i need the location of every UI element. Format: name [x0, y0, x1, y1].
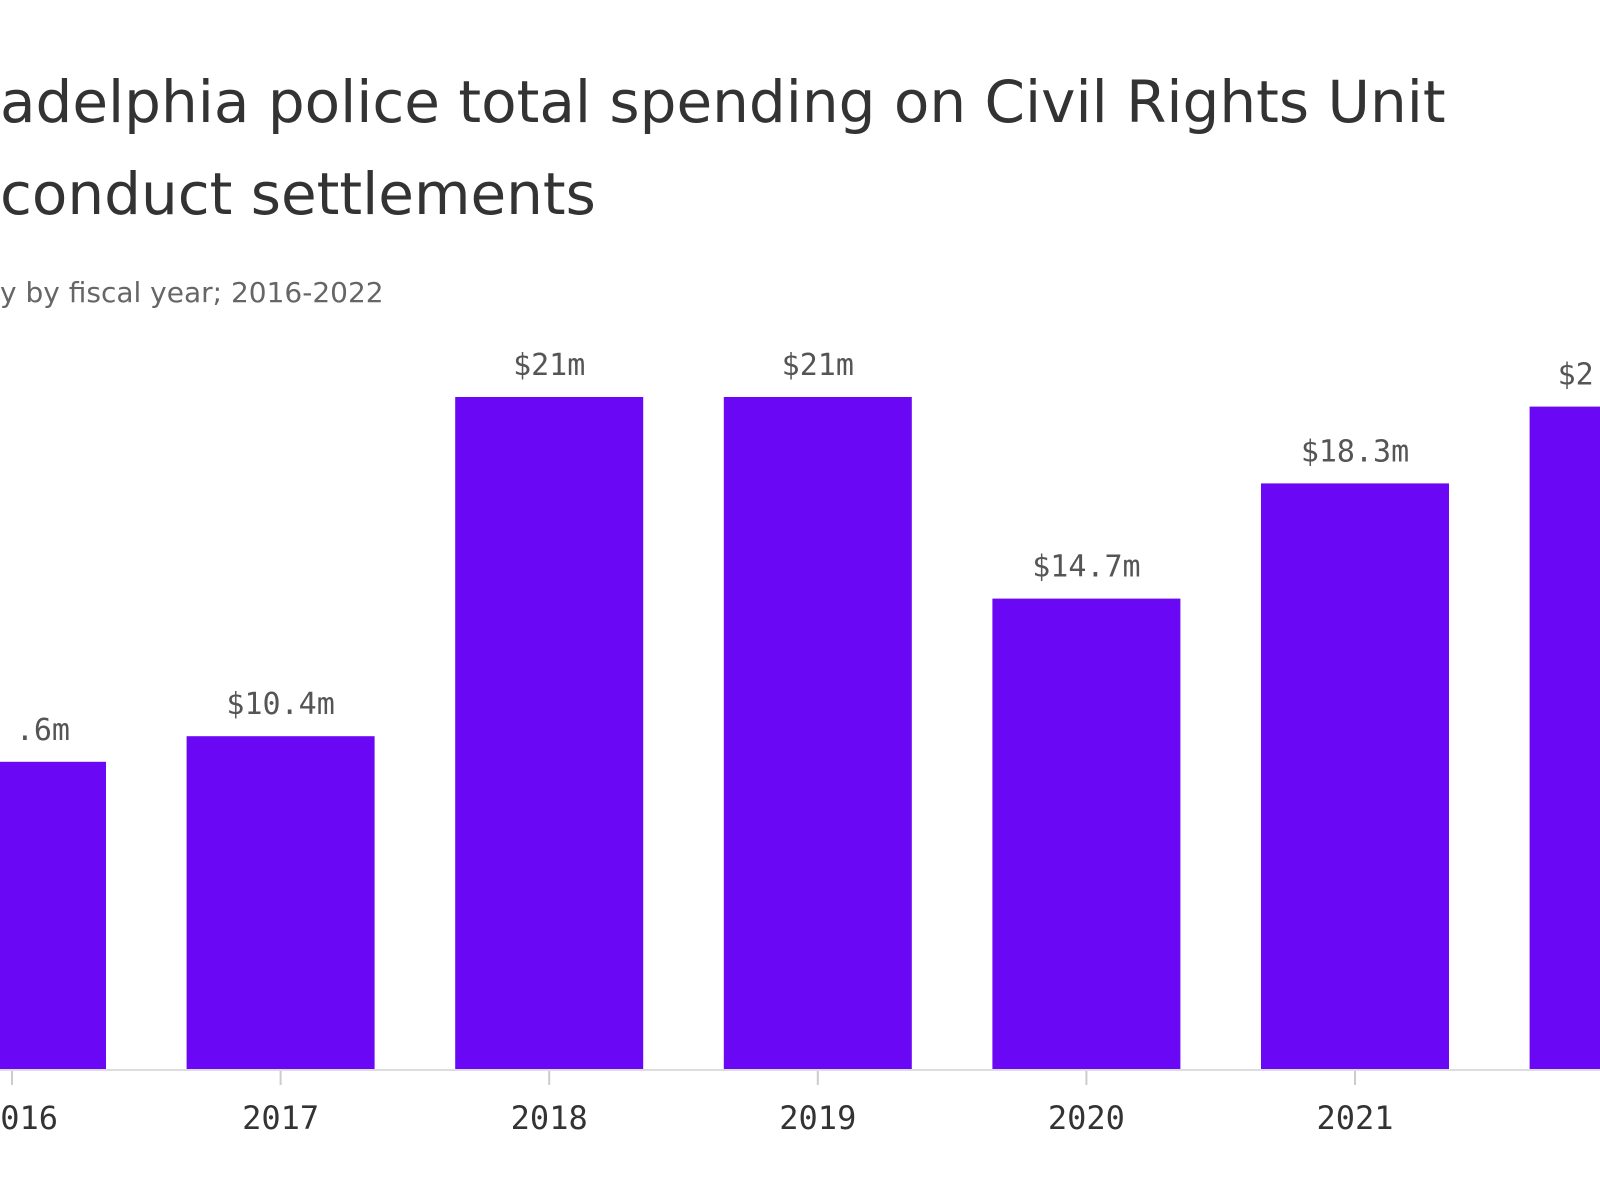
chart-title: adelphia police total spending on Civil …: [0, 68, 1446, 136]
bar: [0, 761, 106, 1069]
x-tick-label: 016: [0, 1099, 58, 1137]
value-label: $14.7m: [1032, 550, 1140, 585]
value-label: .6m: [16, 713, 70, 748]
x-tick-label: 2021: [1316, 1099, 1393, 1137]
value-label: $18.3m: [1301, 434, 1409, 469]
bar: [1529, 406, 1600, 1070]
value-label: $21m: [782, 348, 854, 383]
bar: [992, 598, 1181, 1069]
value-label: $2: [1558, 358, 1594, 393]
chart-subtitle: y by fiscal year; 2016-2022: [0, 276, 384, 309]
value-label: $21m: [513, 348, 585, 383]
x-tick-label: 2020: [1048, 1099, 1125, 1137]
bar: [455, 397, 644, 1069]
x-tick-label: 2019: [779, 1099, 856, 1137]
x-tick-label: 2017: [242, 1099, 319, 1137]
bar: [1261, 483, 1449, 1069]
value-label: $10.4m: [226, 687, 334, 722]
x-tick-label: 2018: [511, 1099, 588, 1137]
bar: [186, 736, 375, 1069]
bar: [723, 397, 912, 1069]
chart-title: conduct settlements: [0, 160, 596, 228]
